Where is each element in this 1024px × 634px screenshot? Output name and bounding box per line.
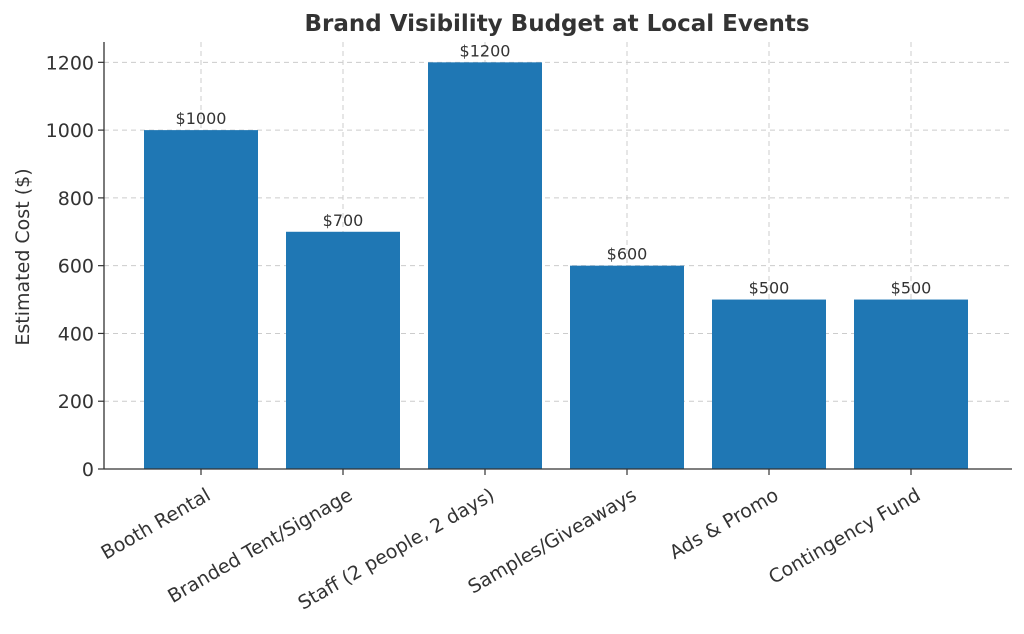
bar-value-labels: $1000 $700 $1200 $600 $500 $500 — [176, 41, 932, 297]
y-tick-label: 600 — [58, 256, 94, 278]
bar — [570, 265, 684, 469]
bar-value-label: $1000 — [176, 109, 227, 128]
bar — [712, 299, 826, 469]
bar-value-label: $500 — [891, 279, 932, 298]
x-tick-label: Booth Rental — [97, 484, 214, 564]
bar — [428, 62, 542, 469]
y-tick-label: 400 — [58, 323, 94, 345]
y-tick-label: 1000 — [46, 120, 94, 142]
y-tick-label: 0 — [82, 459, 94, 481]
bar-value-label: $700 — [323, 211, 364, 230]
x-tick-label: Ads & Promo — [666, 484, 782, 564]
bar — [144, 130, 258, 469]
bar-value-label: $1200 — [460, 41, 511, 60]
y-tick-label: 1200 — [46, 52, 94, 74]
x-tick-label: Contingency Fund — [765, 484, 924, 589]
bar — [286, 231, 400, 469]
bar-value-label: $600 — [607, 245, 648, 264]
y-axis-label: Estimated Cost ($) — [12, 168, 34, 345]
bar — [854, 299, 968, 469]
y-tick-label: 200 — [58, 391, 94, 413]
bar-value-label: $500 — [749, 279, 790, 298]
bars — [144, 62, 968, 469]
axes — [103, 42, 1012, 470]
chart-title: Brand Visibility Budget at Local Events — [304, 11, 809, 37]
y-tick-label: 800 — [58, 188, 94, 210]
